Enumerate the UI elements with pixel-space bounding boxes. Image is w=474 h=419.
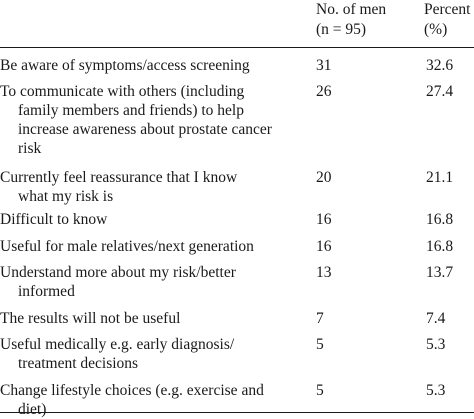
- header-percent-line-1: Percent: [424, 1, 471, 18]
- row-label: Understand more about my risk/better info…: [0, 263, 312, 301]
- row-percent: 27.4: [426, 83, 454, 100]
- header-count: No. of men (n = 95): [316, 0, 386, 40]
- header-percent-line-2: (%): [424, 21, 448, 38]
- row-label-line: Change lifestyle choices (e.g. exercise …: [0, 382, 264, 399]
- row-label-line: informed: [18, 283, 75, 300]
- row-label-line: Be aware of symptoms/access screening: [0, 57, 250, 74]
- row-label-line: To communicate with others (including: [0, 83, 245, 100]
- row-count: 13: [316, 264, 332, 281]
- row-label-line: Useful for male relatives/next generatio…: [0, 238, 254, 255]
- header-count-line-1: No. of men: [316, 1, 387, 18]
- row-percent: 21.1: [426, 169, 454, 186]
- row-percent: 32.6: [426, 57, 454, 74]
- row-percent: 5.3: [426, 382, 446, 399]
- row-count: 7: [316, 310, 324, 327]
- row-percent: 7.4: [426, 310, 446, 327]
- row-count: 16: [316, 238, 332, 255]
- row-label-line: Useful medically e.g. early diagnosis/: [0, 336, 235, 353]
- row-percent: 16.8: [426, 211, 454, 228]
- header-count-line-2: (n = 95): [316, 21, 367, 38]
- row-count: 16: [316, 211, 332, 228]
- row-label: Useful medically e.g. early diagnosis/tr…: [0, 335, 312, 373]
- row-label-line: risk: [18, 140, 42, 157]
- row-label-line: diet): [18, 401, 47, 418]
- row-label-line: increase awareness about prostate cancer: [18, 121, 272, 138]
- row-label-line: Understand more about my risk/better: [0, 264, 236, 281]
- row-label: Be aware of symptoms/access screening: [0, 56, 312, 75]
- bottom-rule: [0, 412, 474, 413]
- row-label: Difficult to know: [0, 210, 312, 229]
- row-label-line: what my risk is: [18, 188, 114, 205]
- table-header: No. of men (n = 95) Percent (%): [0, 0, 474, 47]
- row-count: 26: [316, 83, 332, 100]
- row-count: 20: [316, 169, 332, 186]
- row-label-line: The results will not be useful: [0, 310, 181, 327]
- row-percent: 16.8: [426, 238, 454, 255]
- row-label-line: Difficult to know: [0, 211, 108, 228]
- row-count: 5: [316, 382, 324, 399]
- row-count: 31: [316, 57, 332, 74]
- row-count: 5: [316, 336, 324, 353]
- row-label: Currently feel reassurance that I know wh…: [0, 168, 312, 206]
- row-label-line: Currently feel reassurance that I know: [0, 169, 238, 186]
- row-label: Useful for male relatives/next generatio…: [0, 237, 312, 256]
- row-label: Change lifestyle choices (e.g. exercise …: [0, 381, 312, 419]
- header-rule: [0, 47, 474, 48]
- row-label: The results will not be useful: [0, 309, 312, 328]
- row-percent: 13.7: [426, 264, 454, 281]
- row-label-line: family members and friends) to help: [18, 102, 244, 119]
- row-percent: 5.3: [426, 336, 446, 353]
- row-label-line: treatment decisions: [18, 355, 139, 372]
- row-label: To communicate with others (including fam…: [0, 82, 312, 158]
- header-percent: Percent (%): [424, 0, 470, 40]
